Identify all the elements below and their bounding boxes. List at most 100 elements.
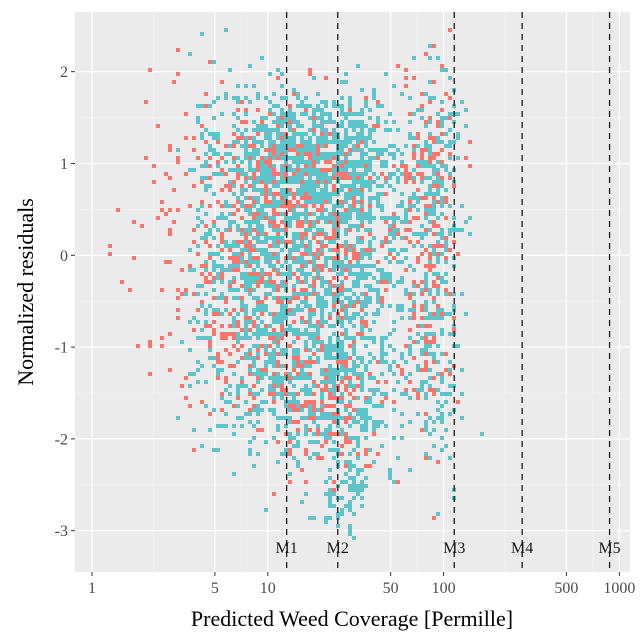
residual-point [252,244,256,248]
residual-point [460,416,464,420]
residual-point [360,424,364,428]
residual-point [424,352,428,356]
residual-point [376,124,380,128]
residual-point [240,240,244,244]
residual-point [260,140,264,144]
residual-point [352,192,356,196]
residual-point [412,244,416,248]
residual-point [364,400,368,404]
residual-point [308,160,312,164]
residual-point [232,432,236,436]
residual-point [236,108,240,112]
residual-point [408,420,412,424]
residual-point [300,244,304,248]
residual-point [272,208,276,212]
residual-point [244,328,248,332]
residual-point [260,168,264,172]
residual-point [348,212,352,216]
residual-point [384,128,388,132]
residual-point [460,228,464,232]
residual-point [328,324,332,328]
residual-point [396,148,400,152]
residual-point [192,448,196,452]
residual-point [356,208,360,212]
residual-point [344,172,348,176]
residual-point [284,416,288,420]
residual-point [444,188,448,192]
residual-point [336,228,340,232]
residual-point [340,260,344,264]
residual-point [424,264,428,268]
residual-point [372,196,376,200]
residual-point [284,272,288,276]
residual-point [260,276,264,280]
residual-point [404,164,408,168]
residual-point [260,304,264,308]
residual-point [340,392,344,396]
residual-point [244,236,248,240]
residual-point [360,128,364,132]
residual-point [264,344,268,348]
residual-point [248,448,252,452]
residual-point [356,120,360,124]
residual-point [304,172,308,176]
residual-point [316,408,320,412]
residual-point [272,172,276,176]
residual-point [228,268,232,272]
residual-point [284,348,288,352]
residual-point [252,136,256,140]
residual-point [304,236,308,240]
residual-point [376,104,380,108]
residual-point [320,412,324,416]
residual-point [348,400,352,404]
residual-point [340,200,344,204]
residual-point [424,144,428,148]
residual-point [328,352,332,356]
residual-point [328,368,332,372]
residual-point [200,132,204,136]
residual-point [360,172,364,176]
residual-point [324,292,328,296]
residual-point [332,488,336,492]
residual-point [236,312,240,316]
residual-point [348,260,352,264]
residual-point [332,172,336,176]
residual-point [348,172,352,176]
residual-point [320,280,324,284]
residual-point [220,396,224,400]
residual-point [220,312,224,316]
residual-point [436,244,440,248]
residual-point [424,208,428,212]
residual-point [344,240,348,244]
residual-point [344,436,348,440]
residual-point [360,164,364,168]
residual-point [252,184,256,188]
residual-point [340,308,344,312]
residual-point [316,356,320,360]
residual-point [216,172,220,176]
residual-point [280,348,284,352]
residual-point [364,252,368,256]
residual-point [236,228,240,232]
residual-point [324,184,328,188]
residual-point [348,464,352,468]
residual-point [412,192,416,196]
residual-point [440,448,444,452]
residual-point [348,392,352,396]
residual-point [448,28,452,32]
residual-point [236,404,240,408]
residual-point [304,452,308,456]
residual-point [256,248,260,252]
residual-point [236,252,240,256]
residual-point [304,208,308,212]
residual-point [240,172,244,176]
residual-point [328,504,332,508]
residual-point [300,196,304,200]
residual-point [340,292,344,296]
residual-point [436,304,440,308]
residual-point [388,280,392,284]
residual-point [296,360,300,364]
residual-point [208,428,212,432]
residual-point [396,180,400,184]
residual-point [440,200,444,204]
